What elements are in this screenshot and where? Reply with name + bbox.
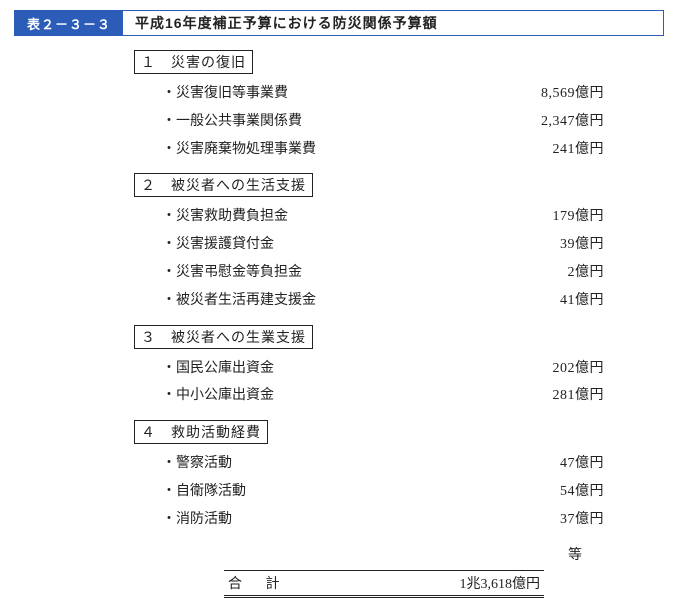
table-title: 平成16年度補正予算における防災関係予算額	[123, 11, 450, 35]
item-amount: 8,569億円	[474, 82, 604, 106]
item-label: 国民公庫出資金	[162, 357, 274, 381]
budget-row: 中小公庫出資金 281億円	[134, 382, 604, 410]
budget-row: 被災者生活再建支援金 41億円	[134, 287, 604, 315]
item-label: 警察活動	[162, 452, 232, 476]
item-amount: 202億円	[474, 357, 604, 381]
item-label: 災害復旧等事業費	[162, 82, 288, 106]
item-amount: 281億円	[474, 384, 604, 408]
item-label: 災害廃棄物処理事業費	[162, 138, 316, 162]
budget-row: 災害援護貸付金 39億円	[134, 231, 604, 259]
section-heading: １ 災害の復旧	[134, 50, 253, 74]
total-row: 合 計 1兆3,618億円	[224, 570, 544, 598]
total-amount: 1兆3,618億円	[460, 573, 541, 593]
item-amount: 179億円	[474, 205, 604, 229]
item-label: 一般公共事業関係費	[162, 110, 302, 134]
title-bar: 表２－３－３ 平成16年度補正予算における防災関係予算額	[14, 10, 664, 36]
item-label: 自衛隊活動	[162, 480, 246, 504]
item-amount: 41億円	[474, 289, 604, 313]
item-amount: 39億円	[474, 233, 604, 257]
section: １ 災害の復旧災害復旧等事業費8,569億円一般公共事業関係費2,347億円災害…	[134, 50, 604, 163]
section: ４ 救助活動経費警察活動 47億円自衛隊活動 54億円消防活動 37億円	[134, 420, 604, 533]
budget-row: 災害弔慰金等負担金 2億円	[134, 259, 604, 287]
section-heading: ３ 被災者への生業支援	[134, 325, 313, 349]
budget-table: １ 災害の復旧災害復旧等事業費8,569億円一般公共事業関係費2,347億円災害…	[14, 50, 664, 598]
section: ２ 被災者への生活支援災害救助費負担金179億円災害援護貸付金39億円災害弔慰金…	[134, 173, 604, 314]
item-label: 被災者生活再建支援金	[162, 289, 316, 313]
section: ３ 被災者への生業支援国民公庫出資金 202億円中小公庫出資金 281億円	[134, 325, 604, 411]
budget-row: 災害復旧等事業費 8,569億円	[134, 80, 604, 108]
budget-row: 災害廃棄物処理事業費 241億円	[134, 136, 604, 164]
item-label: 災害救助費負担金	[162, 205, 288, 229]
item-amount: 241億円	[474, 138, 604, 162]
item-amount: 54億円	[474, 480, 604, 504]
budget-row: 一般公共事業関係費 2,347億円	[134, 108, 604, 136]
item-label: 中小公庫出資金	[162, 384, 274, 408]
budget-row: 自衛隊活動 54億円	[134, 478, 604, 506]
etc-marker: 等	[134, 544, 604, 564]
item-amount: 47億円	[474, 452, 604, 476]
item-label: 消防活動	[162, 508, 232, 532]
budget-row: 災害救助費負担金 179億円	[134, 203, 604, 231]
section-heading: ２ 被災者への生活支援	[134, 173, 313, 197]
section-heading: ４ 救助活動経費	[134, 420, 268, 444]
item-amount: 2億円	[474, 261, 604, 285]
item-label: 災害援護貸付金	[162, 233, 274, 257]
table-id-badge: 表２－３－３	[15, 11, 123, 35]
item-amount: 37億円	[474, 508, 604, 532]
budget-row: 警察活動 47億円	[134, 450, 604, 478]
item-label: 災害弔慰金等負担金	[162, 261, 302, 285]
item-amount: 2,347億円	[474, 110, 604, 134]
budget-row: 国民公庫出資金 202億円	[134, 355, 604, 383]
total-label: 合 計	[228, 573, 290, 593]
budget-row: 消防活動 37億円	[134, 506, 604, 534]
